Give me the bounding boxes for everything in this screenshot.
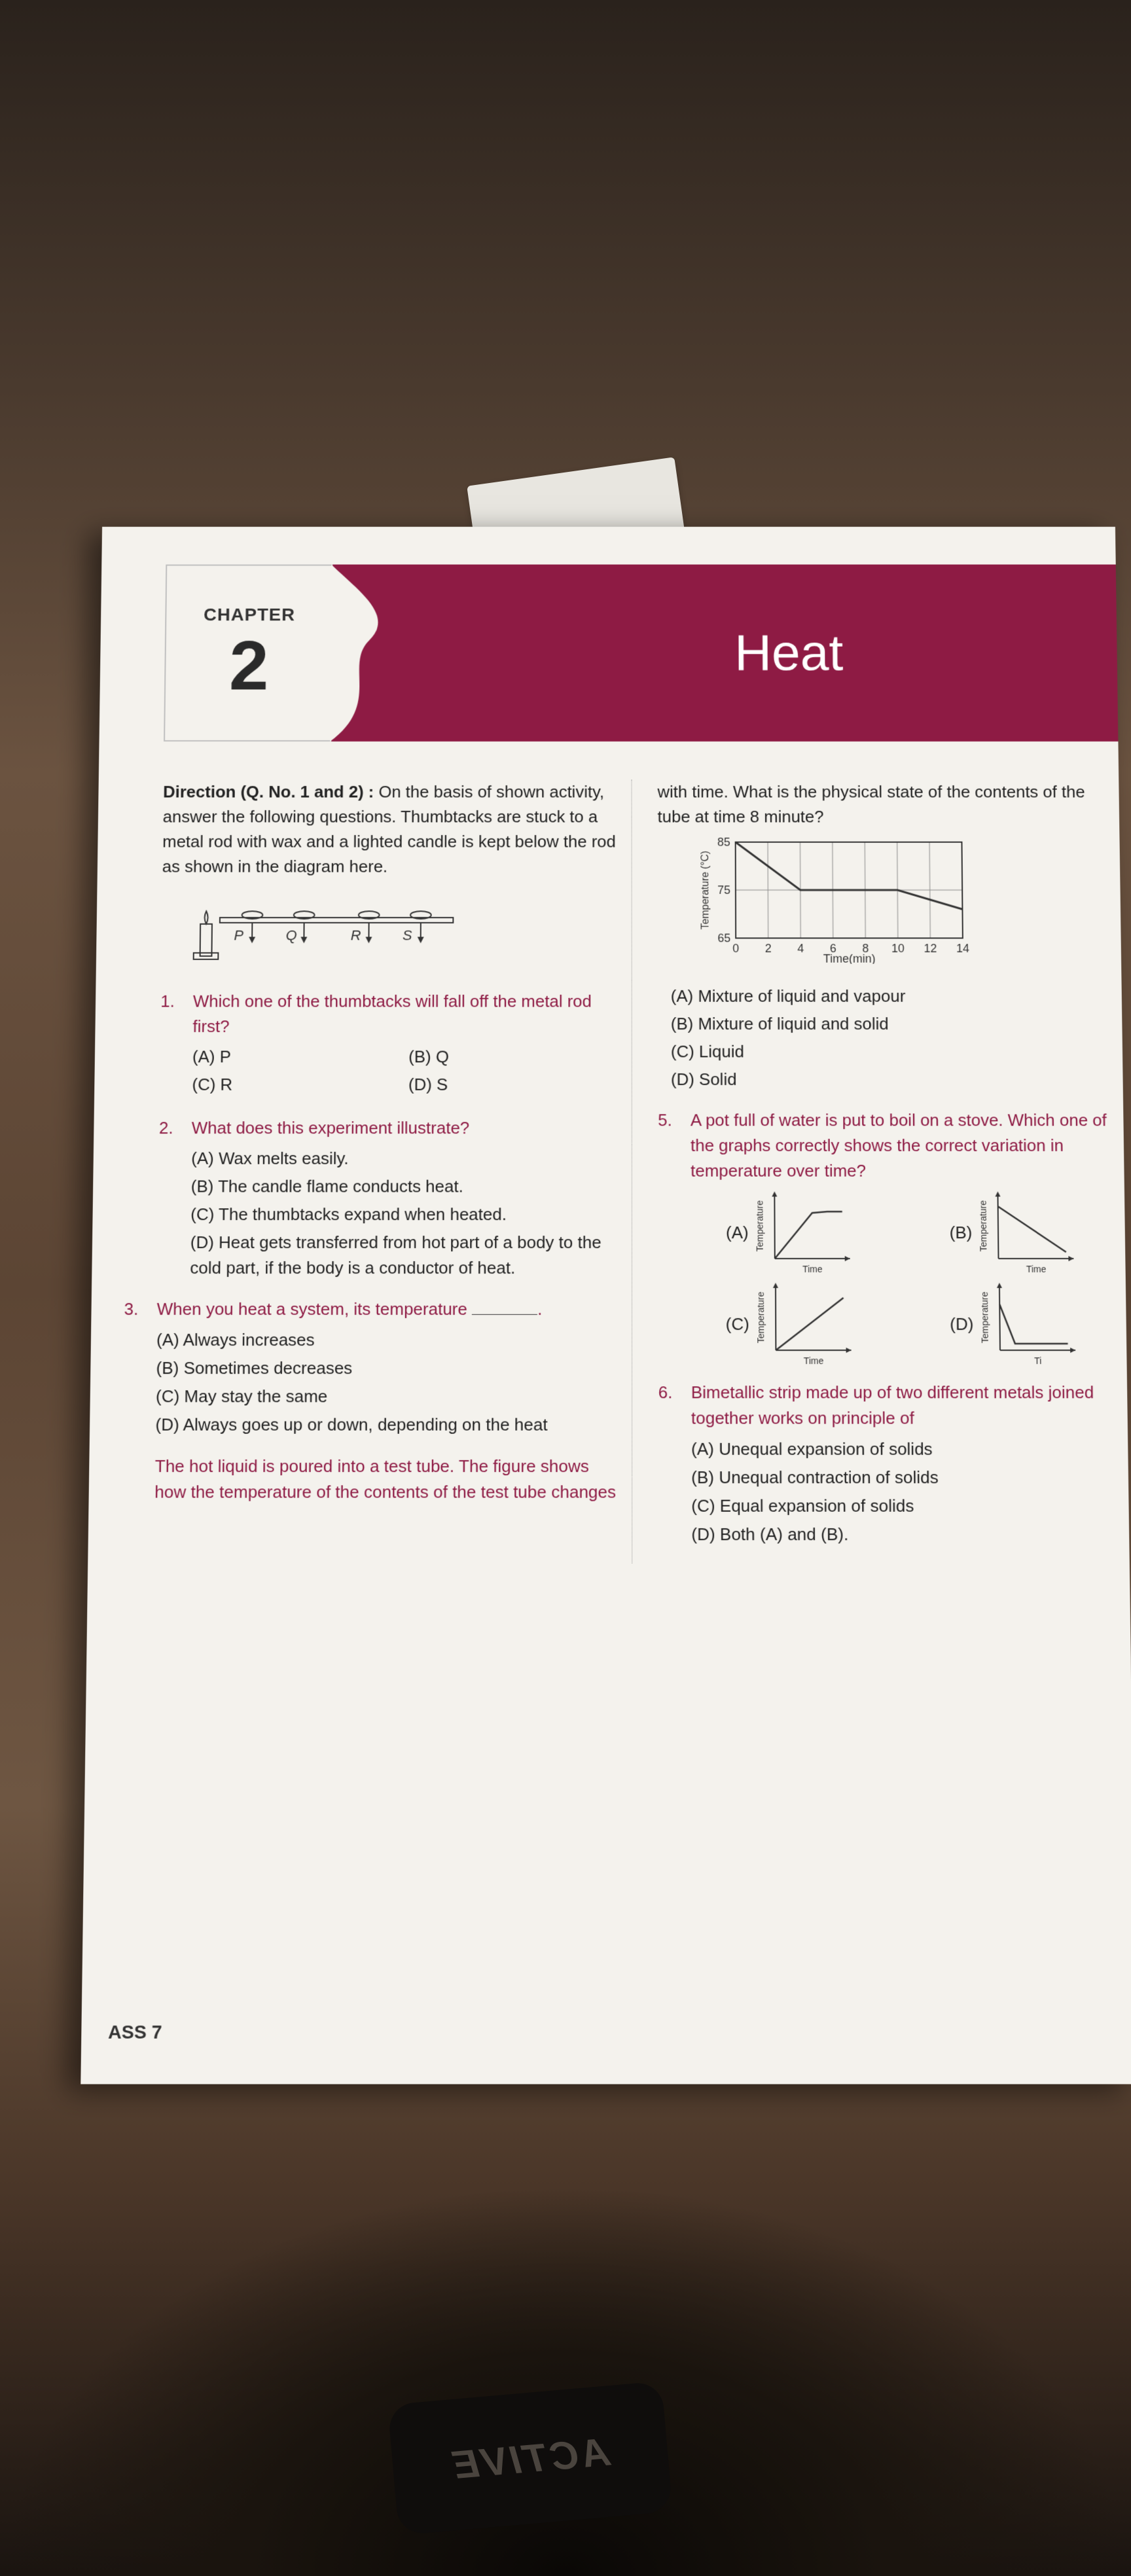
q5-row2: (C) Temperature Time (D) Temperature Ti bbox=[677, 1281, 1126, 1367]
q5-label-b: (B) bbox=[950, 1220, 973, 1245]
q3-text-pre: When you heat a system, its temperature bbox=[156, 1299, 472, 1319]
svg-text:Temperature (°C): Temperature (°C) bbox=[700, 851, 711, 929]
cooling-chart: 65758502468101214Temperature (°C)Time(mi… bbox=[696, 836, 1121, 971]
svg-text:85: 85 bbox=[717, 836, 730, 849]
question-1: 1. Which one of the thumbtacks will fall… bbox=[160, 989, 625, 1039]
q5-text: A pot full of water is put to boil on a … bbox=[691, 1108, 1124, 1184]
q4-continuation: with time. What is the physical state of… bbox=[657, 779, 1119, 829]
q3-options: (A) Always increases (B) Sometimes decre… bbox=[155, 1327, 624, 1438]
q2-text: What does this experiment illustrate? bbox=[192, 1115, 625, 1141]
svg-text:Temperature: Temperature bbox=[755, 1200, 764, 1252]
q6-text: Bimetallic strip made up of two differen… bbox=[691, 1380, 1128, 1431]
q5-opt-c: (C) Temperature Time bbox=[726, 1281, 855, 1367]
q4-opt-d: (D) Solid bbox=[671, 1067, 1123, 1092]
svg-text:10: 10 bbox=[891, 942, 904, 955]
svg-text:Time: Time bbox=[802, 1264, 823, 1274]
q2-number: 2. bbox=[159, 1115, 192, 1141]
svg-text:Time: Time bbox=[803, 1355, 823, 1366]
q5-opt-a: (A) Temperature Time bbox=[726, 1190, 853, 1275]
right-column: with time. What is the physical state of… bbox=[657, 779, 1129, 1564]
svg-text:P: P bbox=[234, 927, 243, 944]
left-column: Direction (Q. No. 1 and 2) : On the basi… bbox=[154, 779, 632, 1564]
q1-opt-c: (C) R bbox=[192, 1072, 408, 1098]
cloth-text: ACTIVE bbox=[448, 2429, 611, 2488]
svg-text:Time: Time bbox=[1026, 1264, 1047, 1274]
chapter-title: Heat bbox=[734, 624, 844, 682]
q3-number: 3. bbox=[124, 1297, 157, 1322]
q3-opt-c: (C) May stay the same bbox=[156, 1384, 625, 1409]
q1-text: Which one of the thumbtacks will fall of… bbox=[192, 989, 624, 1039]
question-2: 2. What does this experiment illustrate? bbox=[159, 1115, 625, 1141]
svg-text:4: 4 bbox=[797, 942, 804, 955]
chapter-label: CHAPTER bbox=[204, 605, 295, 625]
q5-row1: (A) Temperature Time (B) Temperature Time bbox=[677, 1190, 1125, 1275]
q2-opt-c: (C) The thumbtacks expand when heated. bbox=[190, 1202, 624, 1227]
svg-text:2: 2 bbox=[764, 942, 771, 955]
q3-text-post: . bbox=[537, 1299, 542, 1319]
question-5: 5. A pot full of water is put to boil on… bbox=[658, 1108, 1124, 1184]
svg-text:S: S bbox=[403, 927, 412, 944]
q3-blank bbox=[472, 1314, 537, 1315]
svg-text:Q: Q bbox=[286, 927, 297, 944]
q5-label-c: (C) bbox=[726, 1311, 749, 1336]
direction-lead: Direction (Q. No. 1 and 2) : bbox=[163, 782, 374, 801]
q5-opt-d: (D) Temperature Ti bbox=[950, 1281, 1079, 1367]
q4-opt-a: (A) Mixture of liquid and vapour bbox=[671, 984, 1122, 1009]
textbook-page: CHAPTER 2 Heat Direction (Q. No. 1 and 2… bbox=[81, 527, 1131, 2084]
q6-opt-a: (A) Unequal expansion of solids bbox=[691, 1437, 1128, 1462]
q3-opt-b: (B) Sometimes decreases bbox=[156, 1355, 624, 1381]
q4-intro: The hot liquid is poured into a test tub… bbox=[154, 1454, 625, 1505]
svg-text:Ti: Ti bbox=[1034, 1355, 1041, 1366]
q4-options: (A) Mixture of liquid and vapour (B) Mix… bbox=[671, 984, 1123, 1092]
svg-text:0: 0 bbox=[732, 942, 739, 955]
chapter-number: 2 bbox=[229, 632, 269, 701]
svg-text:Time(min): Time(min) bbox=[823, 952, 875, 964]
svg-text:Temperature: Temperature bbox=[756, 1291, 766, 1343]
q1-options: (A) P (B) Q (C) R (D) S bbox=[192, 1045, 624, 1100]
chapter-title-banner: Heat bbox=[460, 565, 1118, 742]
q1-opt-d: (D) S bbox=[408, 1072, 625, 1098]
chapter-number-box: CHAPTER 2 bbox=[164, 565, 332, 742]
chapter-header: CHAPTER 2 Heat bbox=[164, 565, 1118, 742]
q3-opt-d: (D) Always goes up or down, depending on… bbox=[155, 1412, 624, 1437]
q6-opt-b: (B) Unequal contraction of solids bbox=[691, 1465, 1128, 1490]
clothing-item: ACTIVE bbox=[387, 2381, 673, 2535]
banner-wave bbox=[331, 565, 461, 742]
q2-options: (A) Wax melts easily. (B) The candle fla… bbox=[190, 1146, 624, 1281]
question-6: 6. Bimetallic strip made up of two diffe… bbox=[658, 1380, 1128, 1431]
q4-opt-c: (C) Liquid bbox=[671, 1039, 1122, 1064]
q2-opt-b: (B) The candle flame conducts heat. bbox=[191, 1174, 625, 1200]
svg-text:R: R bbox=[351, 927, 361, 944]
q6-opt-d: (D) Both (A) and (B). bbox=[691, 1522, 1129, 1547]
svg-text:75: 75 bbox=[717, 884, 730, 897]
q6-options: (A) Unequal expansion of solids (B) Uneq… bbox=[691, 1437, 1129, 1548]
rod-diagram: P Q R S bbox=[187, 892, 625, 970]
svg-text:Temperature: Temperature bbox=[980, 1291, 990, 1343]
q5-label-d: (D) bbox=[950, 1311, 973, 1336]
q4-opt-b: (B) Mixture of liquid and solid bbox=[671, 1011, 1122, 1036]
q3-opt-a: (A) Always increases bbox=[156, 1327, 625, 1353]
q5-opt-b: (B) Temperature Time bbox=[949, 1190, 1077, 1275]
question-3: 3. When you heat a system, its temperatu… bbox=[124, 1297, 624, 1322]
q2-opt-d: (D) Heat gets transferred from hot part … bbox=[190, 1230, 624, 1281]
q6-opt-c: (C) Equal expansion of solids bbox=[691, 1493, 1129, 1518]
content-columns: Direction (Q. No. 1 and 2) : On the basi… bbox=[154, 779, 1130, 1564]
q5-label-a: (A) bbox=[726, 1220, 749, 1245]
q2-opt-a: (A) Wax melts easily. bbox=[191, 1146, 624, 1172]
svg-text:14: 14 bbox=[956, 942, 969, 955]
svg-text:12: 12 bbox=[924, 942, 937, 955]
q5-number: 5. bbox=[658, 1108, 691, 1184]
direction-text: Direction (Q. No. 1 and 2) : On the basi… bbox=[162, 779, 625, 879]
q1-number: 1. bbox=[160, 989, 194, 1039]
q1-opt-b: (B) Q bbox=[408, 1045, 624, 1069]
svg-text:65: 65 bbox=[717, 931, 730, 944]
q6-number: 6. bbox=[658, 1380, 691, 1431]
q3-text: When you heat a system, its temperature … bbox=[156, 1297, 624, 1322]
page-footer: ASS 7 bbox=[108, 2022, 162, 2043]
svg-text:Temperature: Temperature bbox=[978, 1200, 989, 1252]
q1-opt-a: (A) P bbox=[192, 1045, 409, 1069]
